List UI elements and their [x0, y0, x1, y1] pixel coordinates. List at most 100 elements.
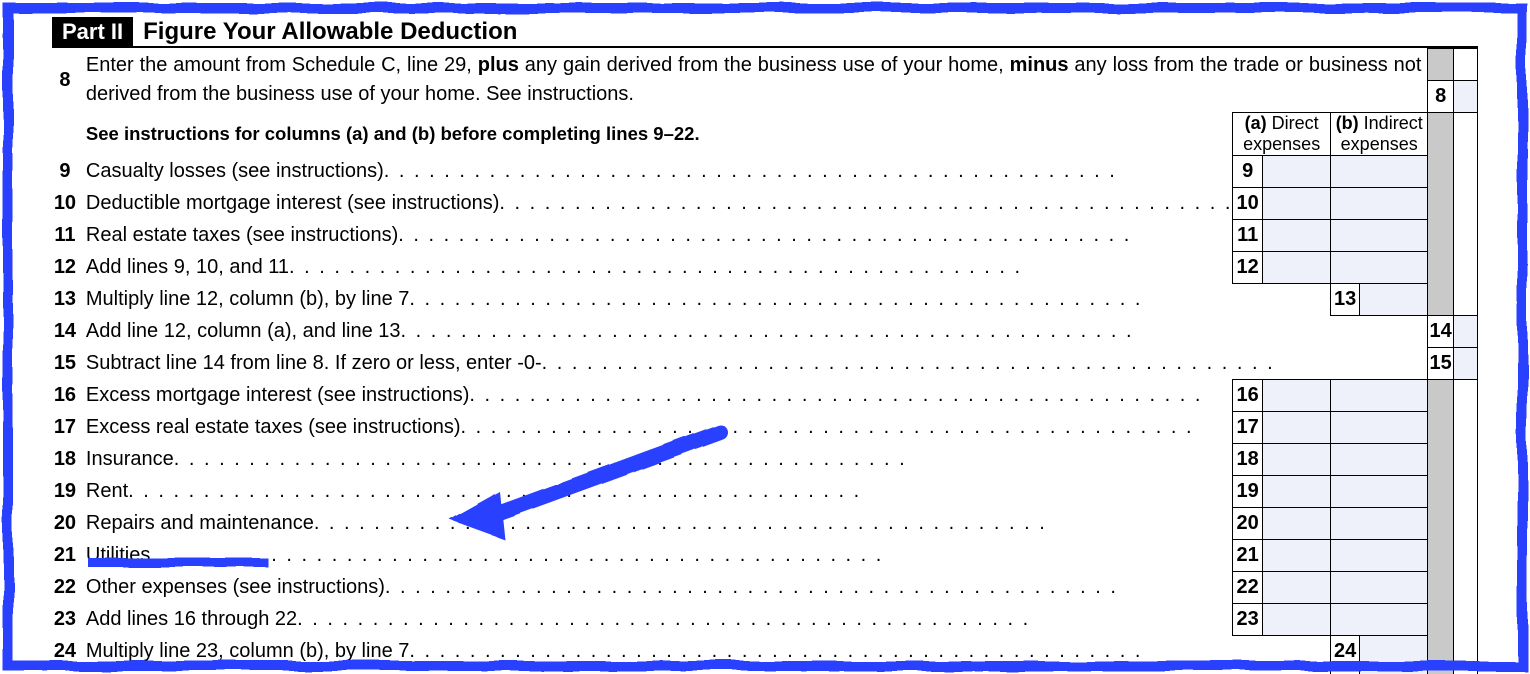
l12-num: 12	[52, 252, 78, 284]
dots	[469, 384, 1232, 407]
l20-key: 20	[1233, 508, 1262, 540]
l14-num: 14	[52, 316, 78, 348]
l21-num: 21	[52, 540, 78, 572]
l25-amt[interactable]	[1360, 668, 1428, 674]
l9-key: 9	[1233, 156, 1262, 188]
l21-a[interactable]	[1262, 540, 1330, 572]
l22-b[interactable]	[1330, 572, 1428, 604]
l16-a[interactable]	[1262, 380, 1330, 412]
l8-grey	[1428, 49, 1453, 81]
l18-text: Insurance	[78, 444, 1233, 476]
l10-a[interactable]	[1262, 188, 1330, 220]
l8-key: 8	[1428, 81, 1453, 113]
form-table-real: 8 Enter the amount from Schedule C, line…	[52, 48, 1478, 674]
l8-amt[interactable]	[1453, 81, 1477, 113]
l21-key: 21	[1233, 540, 1262, 572]
sub-grey	[1428, 113, 1453, 156]
l8-b1: plus	[478, 54, 519, 76]
l16-lbl: Excess mortgage interest (see instructio…	[86, 384, 470, 407]
l22-text: Other expenses (see instructions)	[78, 572, 1233, 604]
l8-pre: Enter the amount from Schedule C, line 2…	[86, 54, 478, 76]
l17-a[interactable]	[1262, 412, 1330, 444]
l23-text: Add lines 16 through 22	[78, 604, 1233, 636]
l9-a[interactable]	[1262, 156, 1330, 188]
l21-grey	[1428, 540, 1453, 572]
dots	[401, 320, 1428, 343]
l15-amt[interactable]	[1453, 348, 1477, 380]
l13-text: Multiply line 12, column (b), by line 7	[78, 284, 1331, 316]
l12-grey	[1428, 252, 1453, 284]
l16-num: 16	[52, 380, 78, 412]
l21-b[interactable]	[1330, 540, 1428, 572]
l11-a[interactable]	[1262, 220, 1330, 252]
l23-far	[1453, 604, 1477, 636]
l11-b[interactable]	[1330, 220, 1428, 252]
colhead-b: (b) Indirect expenses	[1330, 113, 1428, 156]
l25-grey	[1428, 668, 1453, 674]
dots	[409, 640, 1330, 663]
l22-a[interactable]	[1262, 572, 1330, 604]
dots	[499, 192, 1232, 215]
l14-amt[interactable]	[1453, 316, 1477, 348]
l13-grey	[1428, 284, 1453, 316]
l24-key: 24	[1330, 636, 1359, 668]
l10-far	[1453, 188, 1477, 220]
l13-far	[1453, 284, 1477, 316]
l18-a[interactable]	[1262, 444, 1330, 476]
l23-lbl: Add lines 16 through 22	[86, 608, 297, 631]
l20-grey	[1428, 508, 1453, 540]
l17-grey	[1428, 412, 1453, 444]
l9-b[interactable]	[1330, 156, 1428, 188]
l24-lbl: Multiply line 23, column (b), by line 7	[86, 640, 409, 663]
l16-b[interactable]	[1330, 380, 1428, 412]
l18-grey	[1428, 444, 1453, 476]
l19-a[interactable]	[1262, 476, 1330, 508]
l17-b[interactable]	[1330, 412, 1428, 444]
l12-text: Add lines 9, 10, and 11	[78, 252, 1233, 284]
dots	[385, 576, 1233, 599]
l17-far	[1453, 412, 1477, 444]
dots	[461, 416, 1233, 439]
l22-lbl: Other expenses (see instructions)	[86, 576, 385, 599]
l20-a[interactable]	[1262, 508, 1330, 540]
line-8-num: 8	[52, 49, 78, 113]
l19-b[interactable]	[1330, 476, 1428, 508]
l10-b[interactable]	[1330, 188, 1428, 220]
l19-key: 19	[1233, 476, 1262, 508]
l24-grey	[1428, 636, 1453, 668]
l25-key: 25	[1330, 668, 1359, 674]
l24-num: 24	[52, 636, 78, 668]
l23-b[interactable]	[1330, 604, 1428, 636]
l9-text: Casualty losses (see instructions)	[78, 156, 1233, 188]
l12-far	[1453, 252, 1477, 284]
l16-far	[1453, 380, 1477, 412]
l9-num: 9	[52, 156, 78, 188]
l12-a[interactable]	[1262, 252, 1330, 284]
l15-lbl: Subtract line 14 from line 8. If zero or…	[86, 352, 542, 375]
l15-key: 15	[1428, 348, 1453, 380]
cb-b: (b)	[1336, 113, 1359, 133]
l8-blank	[1453, 49, 1477, 81]
l13-key: 13	[1330, 284, 1359, 316]
l20-b[interactable]	[1330, 508, 1428, 540]
l12-b[interactable]	[1330, 252, 1428, 284]
dots	[297, 608, 1232, 631]
l19-text: Rent	[78, 476, 1233, 508]
l13-amt[interactable]	[1360, 284, 1428, 316]
l10-grey	[1428, 188, 1453, 220]
l8-b2: minus	[1010, 54, 1069, 76]
l16-grey	[1428, 380, 1453, 412]
l18-b[interactable]	[1330, 444, 1428, 476]
l17-lbl: Excess real estate taxes (see instructio…	[86, 416, 461, 439]
l18-num: 18	[52, 444, 78, 476]
l24-far	[1453, 636, 1477, 668]
l22-key: 22	[1233, 572, 1262, 604]
l23-a[interactable]	[1262, 604, 1330, 636]
l17-text: Excess real estate taxes (see instructio…	[78, 412, 1233, 444]
l9-grey	[1428, 156, 1453, 188]
l20-num: 20	[52, 508, 78, 540]
l24-amt[interactable]	[1360, 636, 1428, 668]
l22-num: 22	[52, 572, 78, 604]
l18-far	[1453, 444, 1477, 476]
l22-far	[1453, 572, 1477, 604]
